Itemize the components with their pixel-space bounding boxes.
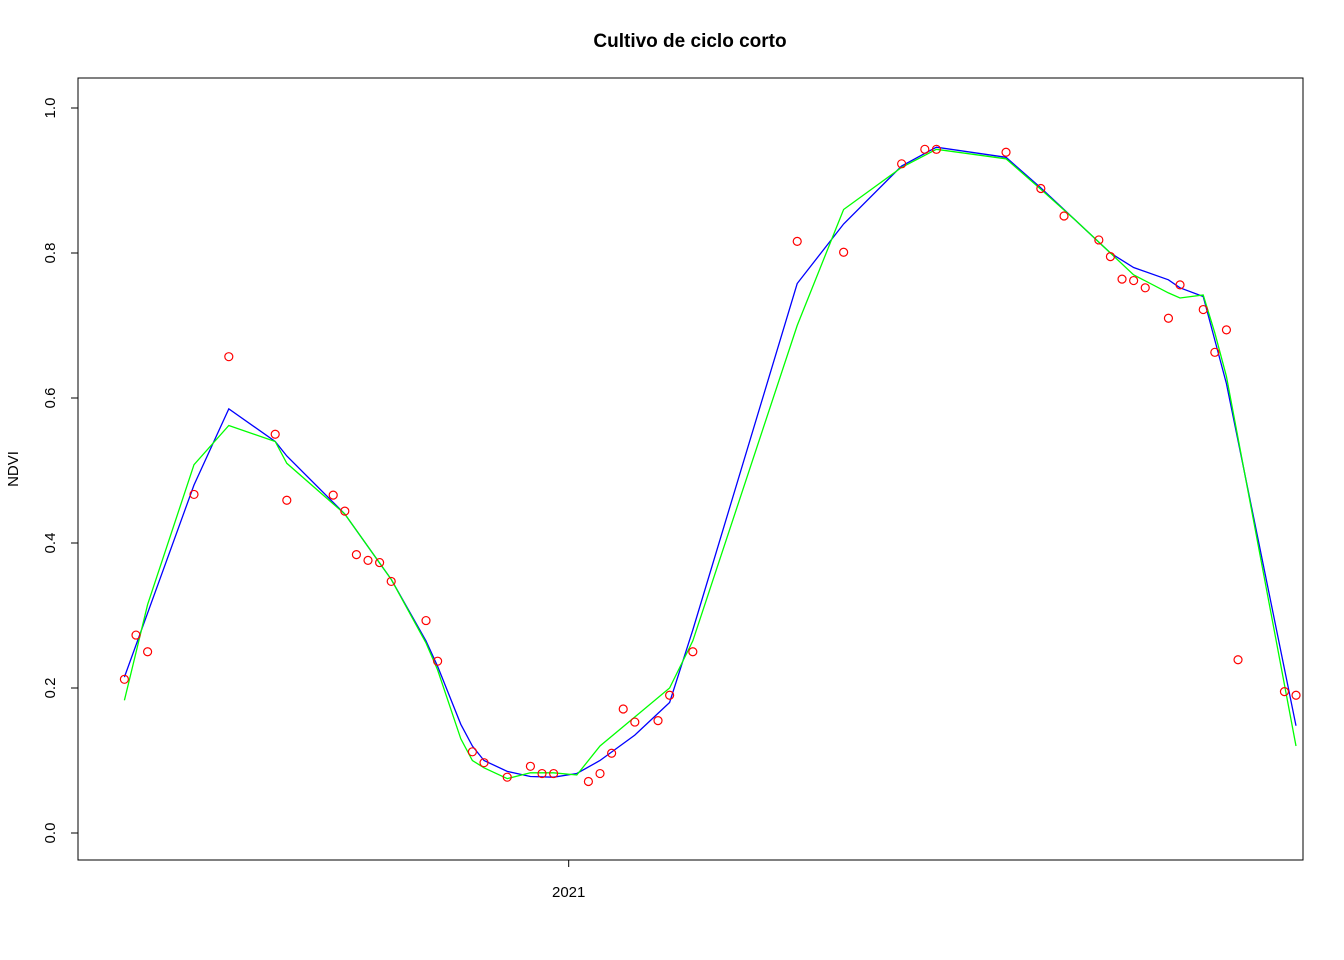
data-point (351, 549, 362, 560)
y-tick-label: 0.2 (42, 678, 59, 699)
data-point (665, 690, 675, 700)
data-point (839, 247, 849, 257)
data-point (607, 748, 617, 758)
data-point (1129, 275, 1139, 286)
y-axis-label: NDVI (5, 451, 22, 487)
data-point (595, 768, 605, 779)
data-point (340, 506, 350, 516)
data-point (1059, 211, 1069, 221)
data-point (119, 674, 130, 684)
data-point (897, 159, 907, 169)
data-point (618, 704, 628, 714)
data-point (467, 747, 478, 757)
data-point (1233, 655, 1243, 665)
data-point (1036, 183, 1046, 194)
data-point (630, 717, 640, 727)
data-point (479, 758, 489, 768)
data-point (920, 144, 930, 154)
data-point (1140, 283, 1150, 293)
data-point (549, 768, 559, 779)
data-point (143, 647, 153, 657)
data-point (792, 236, 802, 246)
y-tick-label: 1.0 (42, 98, 59, 119)
data-point (224, 352, 234, 362)
data-point (328, 490, 338, 500)
data-point (525, 761, 536, 771)
series-line-2 (123, 148, 1297, 780)
y-tick-label: 0.0 (42, 823, 59, 844)
data-point (1117, 274, 1127, 284)
data-point (583, 776, 594, 787)
plot-frame (77, 77, 1304, 861)
series-layer (119, 144, 1301, 787)
data-point (1175, 280, 1185, 290)
data-point (282, 495, 292, 505)
data-point (363, 555, 373, 566)
data-point (1163, 313, 1174, 323)
chart-title: Cultivo de ciclo corto (593, 31, 786, 52)
series-line-1 (123, 146, 1297, 778)
y-tick-label: 0.6 (42, 388, 59, 409)
data-point (421, 615, 431, 626)
data-point (386, 576, 396, 587)
data-point (537, 768, 547, 779)
data-point (688, 647, 698, 657)
data-point (375, 557, 385, 568)
data-point (1221, 325, 1232, 335)
data-point (1291, 690, 1301, 700)
y-tick-label: 0.4 (42, 533, 59, 554)
data-point (1105, 252, 1116, 262)
x-axis: 2021 (552, 860, 585, 901)
data-point (1210, 347, 1220, 357)
data-point (131, 630, 141, 640)
data-point (189, 489, 199, 500)
data-point (502, 772, 512, 782)
data-point (270, 429, 280, 439)
data-point (1279, 687, 1290, 697)
x-tick-label: 2021 (552, 884, 585, 901)
data-point (1001, 147, 1011, 157)
data-point (1198, 304, 1208, 315)
data-point (653, 716, 663, 726)
data-point (1094, 235, 1104, 245)
data-point (931, 144, 942, 154)
y-tick-label: 0.8 (42, 243, 59, 264)
data-point (433, 656, 443, 666)
y-axis: 0.0 0.2 0.4 0.6 0.8 1.0 (42, 98, 79, 844)
